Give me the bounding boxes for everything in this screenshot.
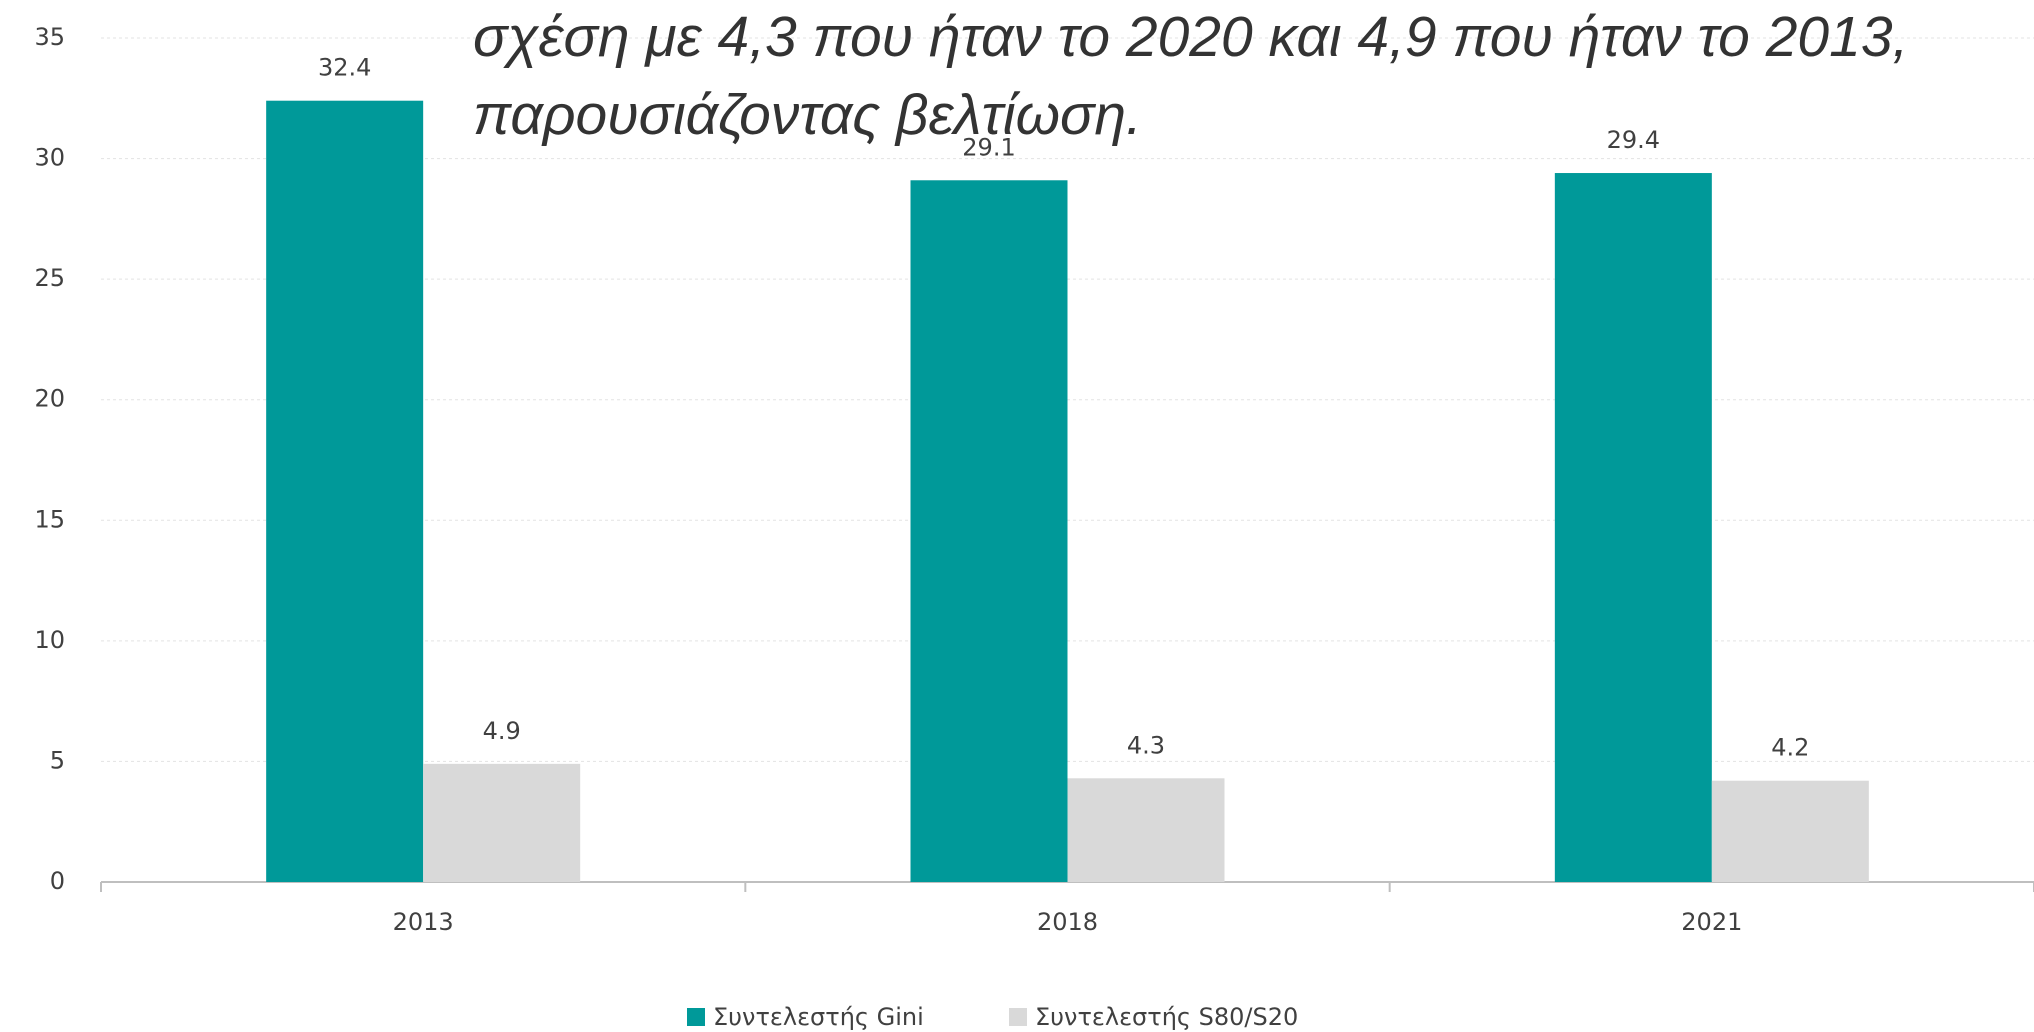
- bar: [910, 180, 1068, 882]
- bar: [266, 100, 424, 882]
- x-tick-label: 2021: [1681, 908, 1742, 936]
- y-tick-label: 20: [34, 385, 65, 413]
- y-tick-label: 15: [34, 505, 65, 533]
- bar: [1067, 778, 1225, 882]
- y-tick-label: 0: [50, 867, 65, 895]
- data-label: 32.4: [318, 54, 371, 82]
- legend-swatch: [1009, 1008, 1027, 1026]
- data-label: 29.4: [1607, 126, 1660, 154]
- bar: [1711, 780, 1869, 882]
- annotation: παρουσιάζοντας βελτίωση.: [473, 83, 1142, 147]
- y-tick-label: 10: [34, 626, 65, 654]
- data-label: 4.3: [1127, 731, 1165, 759]
- bar: [1554, 173, 1712, 883]
- bar: [423, 763, 581, 882]
- y-tick-label: 30: [34, 144, 65, 172]
- legend-label: Συντελεστής Gini: [713, 1003, 924, 1031]
- legend-swatch: [687, 1008, 705, 1026]
- x-tick-label: 2018: [1037, 908, 1098, 936]
- x-tick-label: 2013: [393, 908, 454, 936]
- data-label: 29.1: [962, 133, 1015, 161]
- legend-label: Συντελεστής S80/S20: [1035, 1003, 1298, 1031]
- y-tick-label: 35: [34, 23, 65, 51]
- y-tick-label: 5: [50, 746, 65, 774]
- annotation: σχέση με 4,3 που ήταν το 2020 και 4,9 πο…: [473, 5, 1908, 69]
- data-label: 4.2: [1771, 734, 1809, 762]
- y-tick-label: 25: [34, 264, 65, 292]
- data-label: 4.9: [483, 717, 521, 745]
